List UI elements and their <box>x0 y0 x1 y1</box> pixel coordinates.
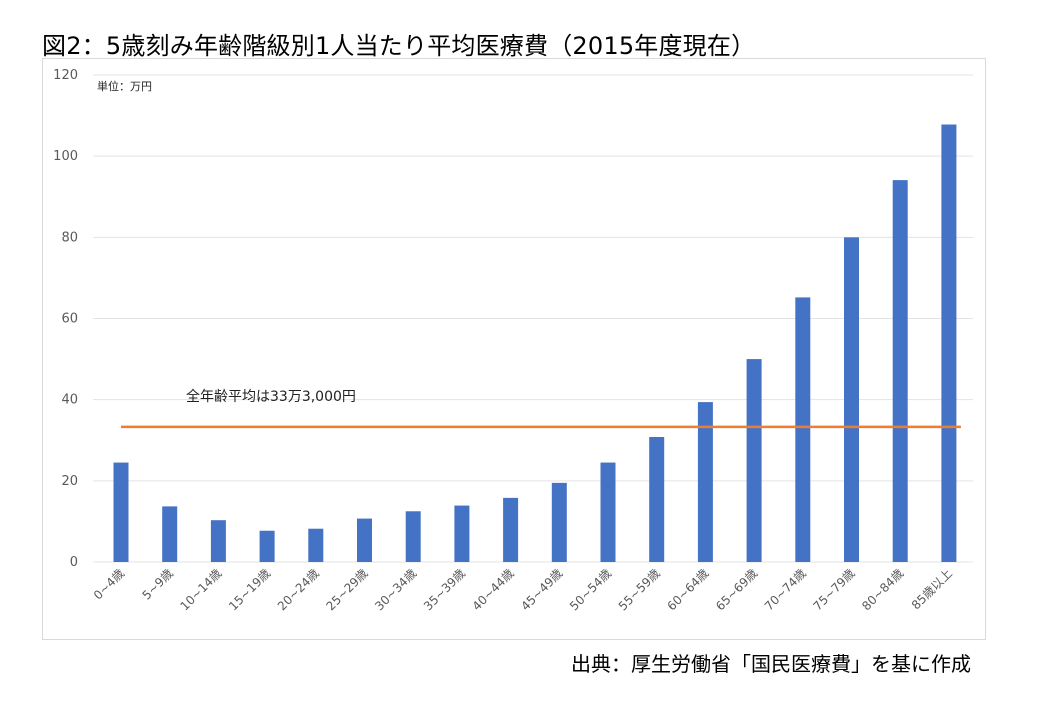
y-tick-label: 120 <box>53 68 78 83</box>
bar-60~64歳 <box>697 402 713 562</box>
bar-20~24歳 <box>308 528 324 562</box>
bar-75~79歳 <box>844 237 859 563</box>
x-tick-label: 75~79歳 <box>811 566 858 613</box>
unit-label: 単位：万円 <box>97 79 152 93</box>
bar-30~34歳 <box>405 511 421 562</box>
x-tick-label: 65~69歳 <box>713 566 760 613</box>
x-tick-label: 80~84歳 <box>859 566 906 613</box>
x-tick-label: 30~34歳 <box>372 566 419 613</box>
x-tick-label: 10~14歳 <box>177 566 224 613</box>
y-tick-label: 80 <box>61 230 78 245</box>
x-tick-label: 85歳以上 <box>909 566 955 612</box>
x-tick-label: 20~24歳 <box>275 566 322 613</box>
y-tick-label: 0 <box>70 555 78 570</box>
bar-80~84歳 <box>892 180 908 562</box>
bar-40~44歳 <box>503 497 519 562</box>
x-tick-label: 35~39歳 <box>421 566 468 613</box>
x-tick-label: 25~29歳 <box>324 566 371 613</box>
x-tick-label: 0~4歳 <box>91 566 127 602</box>
x-tick-label: 5~9歳 <box>140 566 176 602</box>
bar-10~14歳 <box>210 520 226 562</box>
bar-5~9歳 <box>162 506 178 562</box>
chart-area: 0 20 40 60 80 100 120 単位：万円 0~4歳 5~9歳 10~14歳 15~19歳… <box>42 58 986 640</box>
bar-55~59歳 <box>649 437 665 562</box>
y-tick-label: 60 <box>61 312 78 327</box>
bar-45~49歳 <box>551 482 567 562</box>
y-tick-label: 40 <box>61 393 78 408</box>
x-tick-label: 45~49歳 <box>518 566 565 613</box>
source-note: 出典：厚生労働省「国民医療費」を基に作成 <box>571 652 971 676</box>
bar-0~4歳 <box>113 462 129 562</box>
bar-70~74歳 <box>795 297 811 562</box>
bar-50~54歳 <box>600 462 616 562</box>
x-tick-label: 50~54歳 <box>567 566 614 613</box>
bar-35~39歳 <box>454 505 470 562</box>
bar-65~69歳 <box>746 359 762 562</box>
average-label: 全年齢平均は33万3,000円 <box>186 388 356 405</box>
x-tick-label: 55~59歳 <box>616 566 663 613</box>
bar-85歳以上 <box>941 124 957 563</box>
y-tick-label: 20 <box>61 474 78 489</box>
x-tick-label: 60~64歳 <box>664 566 711 613</box>
x-tick-label: 70~74歳 <box>762 566 809 613</box>
bar-25~29歳 <box>357 518 372 562</box>
bar-chart: 0 20 40 60 80 100 120 単位：万円 0~4歳 5~9歳 10~14歳 15~19歳… <box>53 68 973 613</box>
x-tick-label: 15~19歳 <box>226 566 273 613</box>
y-tick-label: 100 <box>53 149 78 164</box>
figure-title: 図2：5歳刻み年齢階級別1人当たり平均医療費（2015年度現在） <box>42 32 756 60</box>
x-tick-label: 40~44歳 <box>470 566 517 613</box>
bar-15~19歳 <box>259 530 275 562</box>
